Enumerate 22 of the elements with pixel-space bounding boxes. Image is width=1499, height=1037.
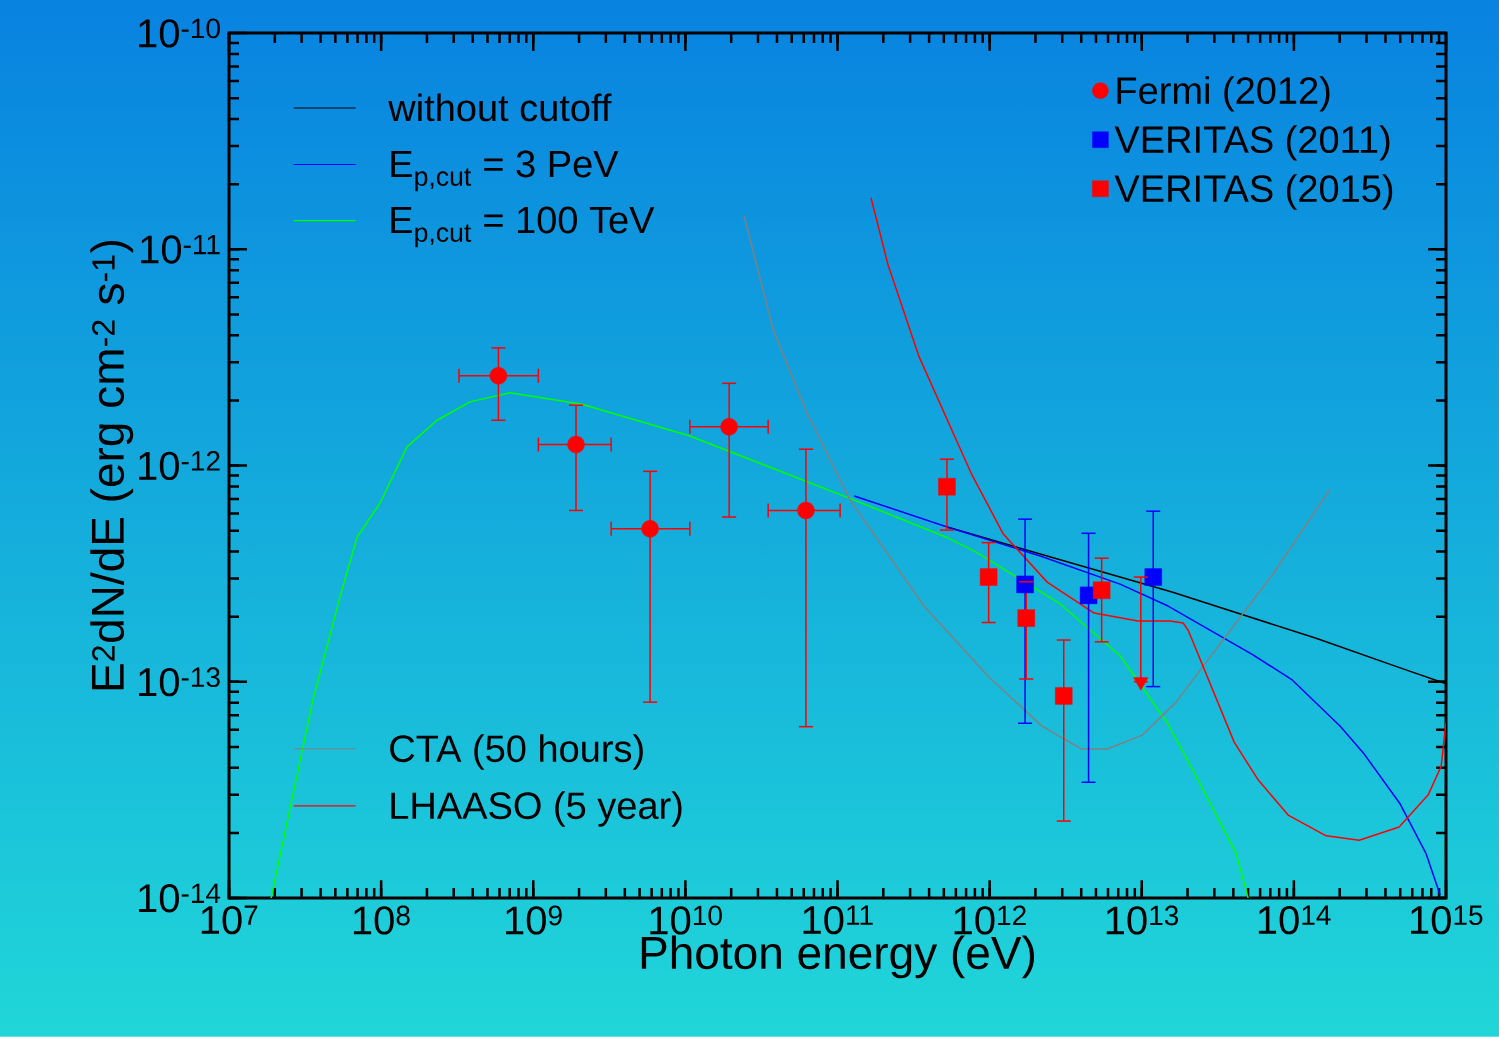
x-tick-label: 10$^{10}$ xyxy=(650,905,722,935)
x-tick-label: 10$^{11}$ xyxy=(803,905,873,935)
x-tick-label: 10$^{14}$ xyxy=(1258,905,1331,935)
x-axis-title: Photon energy (eV) xyxy=(641,935,1035,979)
x-tick-label: 10$^{8}$ xyxy=(353,905,410,935)
y-tick-label: 10$^{-11}$ xyxy=(141,234,220,264)
y-tick-label: 10$^{-12}$ xyxy=(139,451,220,481)
legend-label: E$_{p,cut}$ = 3 PeV xyxy=(391,150,619,192)
y-tick-label: 10$^{-13}$ xyxy=(139,667,220,697)
x-tick-label: 10$^{12}$ xyxy=(954,905,1026,935)
x-tick-label: 10$^{13}$ xyxy=(1106,905,1179,935)
y-axis-title: E$^{2}$dN/dE (erg cm$^{-2}$ s$^{-1}$) xyxy=(90,240,134,690)
x-tick-label: 10$^{9}$ xyxy=(506,905,562,935)
legend-label: without cutoff xyxy=(388,93,612,122)
legend-label: VERITAS (2011) xyxy=(1114,125,1390,161)
legend-label: CTA (50 hours) xyxy=(390,734,643,770)
legend-label: LHAASO (5 year) xyxy=(391,791,682,827)
y-tick-label: 10$^{-10}$ xyxy=(139,18,220,48)
legend-label: VERITAS (2015) xyxy=(1114,174,1393,210)
legend-label: E$_{p,cut}$ = 100 TeV xyxy=(391,206,655,248)
x-tick-label: 10$^{15}$ xyxy=(1410,905,1483,935)
legend-label: Fermi (2012) xyxy=(1117,76,1330,112)
